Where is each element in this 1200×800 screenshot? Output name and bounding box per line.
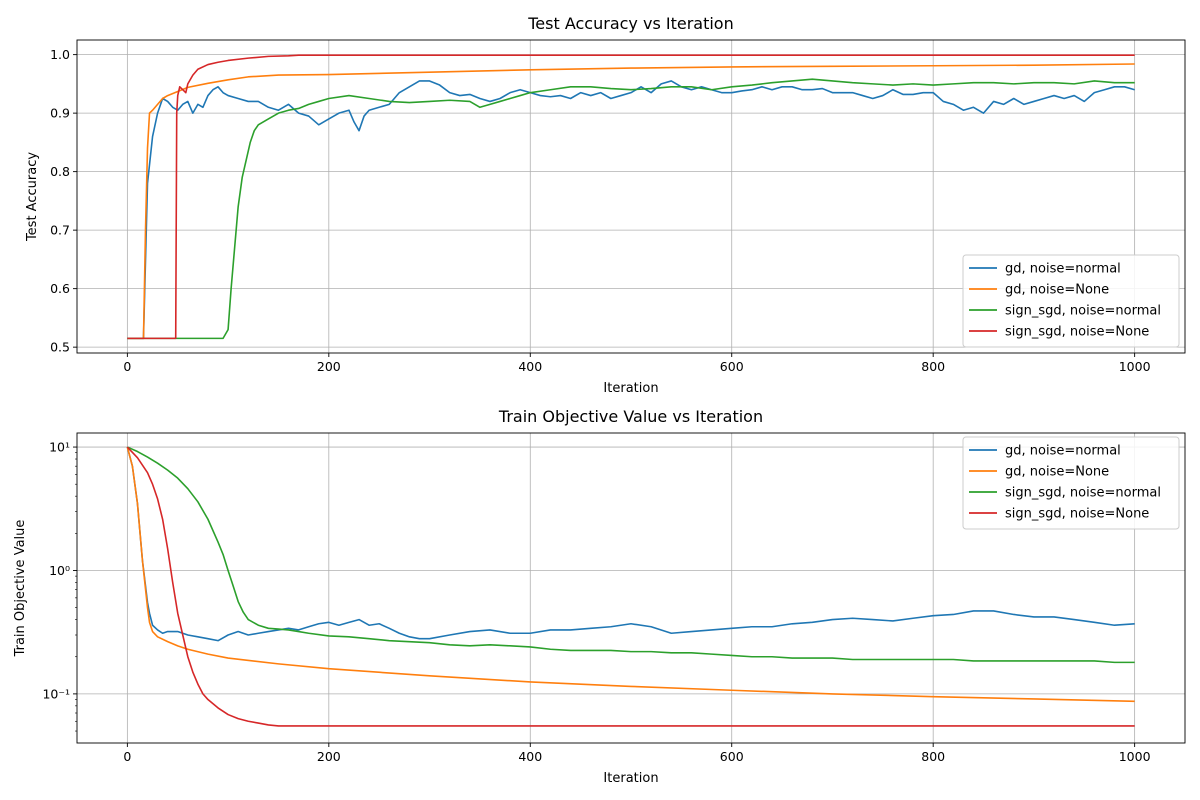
- train-objective-legend-label-3: sign_sgd, noise=None: [1005, 507, 1149, 522]
- test-accuracy-legend-label-2: sign_sgd, noise=normal: [1005, 304, 1161, 319]
- train-objective-legend-box: [962, 436, 1180, 530]
- test-accuracy-x-tick-label-4: 800: [921, 359, 945, 374]
- test-accuracy-title: Test Accuracy vs Iteration: [527, 14, 733, 33]
- train-objective-y-tick-label-0: 10⁻¹: [42, 686, 70, 701]
- train-objective-legend: gd, noise=normal gd, noise=None sign_sgd, …: [962, 436, 1180, 530]
- train-objective-legend-label-2: sign_sgd, noise=normal: [1005, 486, 1161, 501]
- train-objective-title: Train Objective Value vs Iteration: [498, 407, 763, 426]
- train-objective-y-tick-label-1: 10⁰: [49, 563, 70, 578]
- test-accuracy-legend-label-3: sign_sgd, noise=None: [1005, 325, 1149, 340]
- test-accuracy-y-tick-label-5: 1.0: [50, 47, 70, 62]
- test-accuracy-x-tick-label-2: 400: [518, 359, 542, 374]
- train-objective-x-tick-label-1: 200: [317, 749, 341, 764]
- train-objective-y-tick-label-2: 10¹: [49, 440, 70, 455]
- test-accuracy-x-ticks: 0 200 400 600 800 1000: [123, 353, 1151, 374]
- train-objective-x-tick-label-4: 800: [921, 749, 945, 764]
- train-objective-x-tick-label-3: 600: [720, 749, 744, 764]
- train-objective-series-line-3: [126, 446, 1135, 727]
- train-objective-x-tick-label-2: 400: [518, 749, 542, 764]
- train-objective-subplot: 0 200 400 600 800 1000 10⁻¹ 10⁰ 10¹ Train Objecti…: [13, 407, 1186, 786]
- test-accuracy-series-line-1: [127, 63, 1135, 340]
- test-accuracy-legend: gd, noise=normal gd, noise=None sign_sgd, …: [962, 254, 1180, 348]
- train-objective-series-group: [126, 446, 1135, 727]
- train-objective-x-tick-label-0: 0: [123, 749, 131, 764]
- test-accuracy-y-tick-label-1: 0.6: [50, 281, 70, 296]
- test-accuracy-series-line-3: [127, 54, 1135, 340]
- test-accuracy-y-tick-label-2: 0.7: [50, 223, 70, 238]
- train-objective-legend-label-1: gd, noise=None: [1005, 465, 1109, 480]
- test-accuracy-x-axis-label: Iteration: [603, 381, 658, 396]
- test-accuracy-y-tick-label-3: 0.8: [50, 164, 70, 179]
- train-objective-x-ticks: 0 200 400 600 800 1000: [123, 743, 1151, 764]
- test-accuracy-y-axis-label: Test Accuracy: [25, 152, 40, 242]
- test-accuracy-subplot: 0 200 400 600 800 1000 0.5 0.6 0.7 0.8 0.9 1.0 Test …: [25, 14, 1186, 396]
- test-accuracy-series-line-2: [127, 78, 1135, 340]
- test-accuracy-x-tick-label-0: 0: [123, 359, 131, 374]
- test-accuracy-y-tick-label-0: 0.5: [50, 340, 70, 355]
- test-accuracy-legend-box: [962, 254, 1180, 348]
- test-accuracy-legend-label-0: gd, noise=normal: [1005, 262, 1121, 277]
- test-accuracy-x-tick-label-5: 1000: [1119, 359, 1151, 374]
- train-objective-y-axis-label: Train Objective Value: [13, 520, 28, 658]
- test-accuracy-axes-frame: [76, 39, 1186, 354]
- test-accuracy-x-tick-label-1: 200: [317, 359, 341, 374]
- test-accuracy-series-line-0: [127, 80, 1135, 340]
- train-objective-series-line-0: [126, 446, 1135, 642]
- train-objective-x-axis-label: Iteration: [603, 771, 658, 786]
- train-objective-axes-frame: [76, 432, 1186, 744]
- train-objective-legend-label-0: gd, noise=normal: [1005, 444, 1121, 459]
- test-accuracy-y-tick-label-4: 0.9: [50, 106, 70, 121]
- test-accuracy-x-tick-label-3: 600: [720, 359, 744, 374]
- train-objective-series-line-2: [127, 446, 1135, 664]
- train-objective-series-line-1: [126, 446, 1135, 703]
- train-objective-x-tick-label-5: 1000: [1119, 749, 1151, 764]
- test-accuracy-y-ticks: 0.5 0.6 0.7 0.8 0.9 1.0: [50, 47, 77, 355]
- test-accuracy-legend-label-1: gd, noise=None: [1005, 283, 1109, 298]
- test-accuracy-series-group: [127, 54, 1135, 340]
- train-objective-gridlines: [77, 433, 1185, 743]
- train-objective-y-ticks: 10⁻¹ 10⁰ 10¹: [42, 440, 77, 701]
